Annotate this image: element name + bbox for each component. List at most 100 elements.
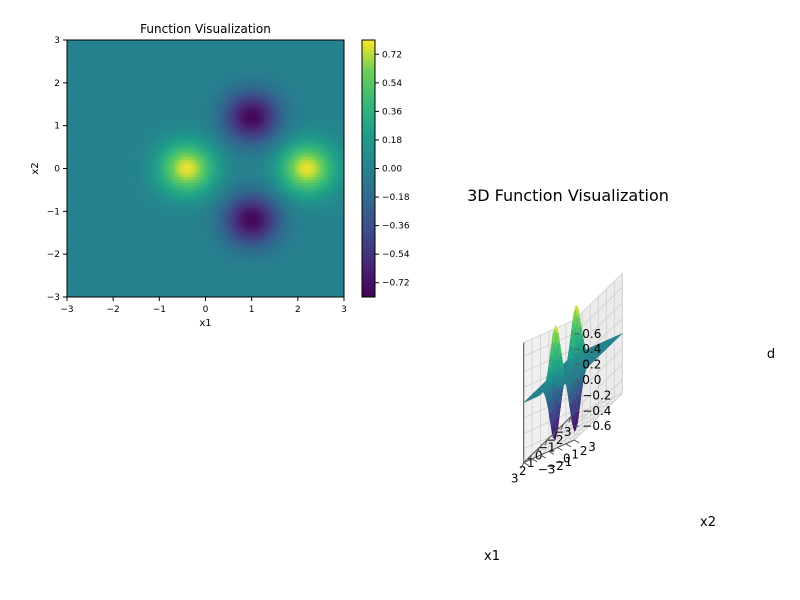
heatmap-cell [214, 79, 219, 84]
heatmap-cell [334, 85, 339, 90]
heatmap-cell [122, 48, 127, 53]
heatmap-cell [110, 114, 114, 118]
heatmap-cell [103, 74, 108, 78]
heatmap-cell [233, 142, 237, 147]
heatmap-cell [217, 68, 222, 73]
heatmap-cell [82, 159, 87, 164]
heatmap-cell [310, 99, 314, 104]
heatmap-cell [180, 148, 185, 152]
heatmap-cell [162, 134, 167, 138]
heatmap-cell [257, 131, 262, 135]
heatmap-cell [134, 119, 139, 124]
heatmap-cell [147, 159, 151, 164]
heatmap-cell [205, 151, 210, 155]
heatmap-cell [125, 137, 130, 141]
heatmap-cell [119, 91, 123, 95]
heatmap-cell [257, 82, 262, 87]
heatmap-cell [168, 148, 173, 152]
heatmap-cell [125, 148, 130, 152]
heatmap-cell [294, 108, 299, 112]
heatmap-cell [79, 114, 83, 118]
heatmap-cell [153, 142, 157, 147]
heatmap-cell [331, 168, 336, 172]
heatmap-cell [294, 94, 299, 98]
heatmap-cell [119, 114, 123, 118]
heatmap-cell [307, 148, 311, 152]
heatmap-cell [300, 42, 305, 47]
heatmap-cell [334, 108, 339, 112]
heatmap-cell [125, 179, 130, 184]
heatmap-cell [174, 99, 179, 104]
heatmap-cell [233, 45, 237, 50]
heatmap-cell [303, 117, 308, 121]
heatmap-cell [325, 99, 330, 104]
heatmap-cell [242, 88, 247, 92]
heatmap-cell [211, 148, 216, 152]
heatmap-cell [334, 51, 339, 55]
heatmap-cell [97, 128, 102, 132]
heatmap-cell [325, 148, 330, 152]
heatmap-cell [214, 165, 219, 170]
heatmap-cell [174, 71, 179, 75]
heatmap-cell [230, 159, 234, 164]
heatmap-cell [113, 131, 117, 135]
heatmap-cell [143, 48, 148, 53]
heatmap-cell [242, 137, 247, 141]
heatmap-cell [131, 65, 136, 70]
heatmap-cell [273, 154, 277, 158]
heatmap-cell [294, 134, 299, 138]
heatmap-cell [205, 102, 210, 107]
heatmap-cell [137, 102, 142, 107]
heatmap-cell [116, 77, 120, 81]
heatmap-cell [119, 179, 123, 184]
heatmap-cell [125, 177, 130, 181]
heatmap-cell [143, 45, 148, 50]
heatmap-cell [119, 97, 123, 101]
heatmap-cell [162, 171, 167, 175]
heatmap-cell [236, 171, 240, 175]
heatmap-cell [233, 145, 237, 150]
heatmap-cell [199, 131, 204, 135]
heatmap-cell [307, 159, 311, 164]
heatmap-cell [196, 99, 200, 104]
heatmap-cell [230, 51, 234, 55]
heatmap-cell [236, 91, 240, 95]
heatmap-cell [300, 157, 305, 161]
heatmap-cell [67, 77, 71, 81]
heatmap-cell [251, 165, 256, 170]
heatmap-cell [79, 91, 83, 95]
heatmap-cell [113, 74, 117, 78]
heatmap-cell [242, 79, 247, 84]
heatmap-cell [199, 142, 204, 147]
heatmap-cell [325, 68, 330, 73]
heatmap-cell [82, 157, 87, 161]
heatmap-cell [73, 97, 77, 101]
heatmap-cell [174, 57, 179, 61]
heatmap-cell [128, 162, 133, 167]
heatmap-cell [270, 48, 274, 53]
heatmap-cell [273, 91, 277, 95]
heatmap-cell [211, 145, 216, 150]
heatmap-cell [168, 54, 173, 58]
heatmap-cell [322, 114, 327, 118]
heatmap-cell [97, 142, 102, 147]
heatmap-cell [267, 94, 271, 98]
heatmap-cell [91, 102, 96, 107]
heatmap-cell [273, 51, 277, 55]
heatmap-cell [334, 97, 339, 101]
heatmap-cell [113, 154, 117, 158]
heatmap-cell [193, 111, 197, 115]
heatmap-cell [263, 157, 268, 161]
heatmap-cell [230, 74, 234, 78]
heatmap-cell [227, 57, 231, 61]
heatmap-cell [319, 134, 324, 138]
heatmap-cell [316, 134, 320, 138]
heatmap-cell [113, 139, 117, 144]
heatmap-cell [94, 105, 99, 110]
heatmap-cell [239, 65, 244, 70]
heatmap-cell [236, 82, 240, 87]
heatmap-cell [328, 128, 333, 132]
heatmap-cell [340, 40, 344, 44]
heatmap-cell [193, 142, 197, 147]
heatmap-cell [276, 174, 280, 178]
